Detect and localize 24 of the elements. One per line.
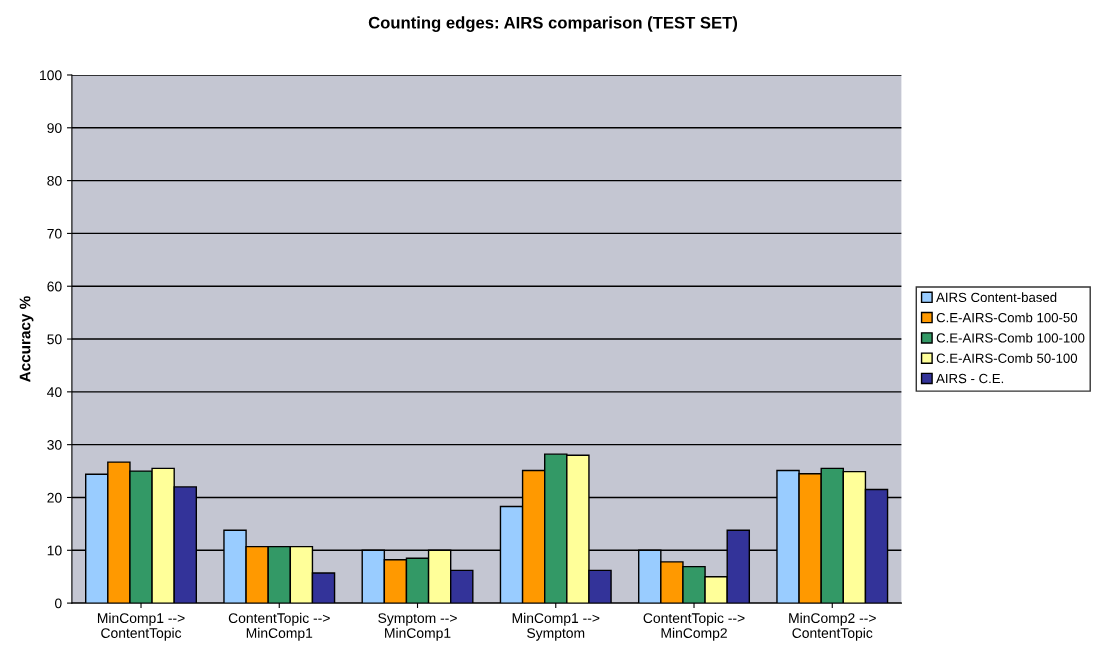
y-tick-label: 10 bbox=[47, 545, 62, 556]
x-tick-label: MinComp1 --> ContentTopic bbox=[97, 612, 185, 641]
y-tick-label: 80 bbox=[47, 175, 62, 186]
y-tick-label: 0 bbox=[54, 598, 62, 609]
x-tick-label: MinComp2 --> ContentTopic bbox=[789, 612, 876, 641]
y-tick-label: 100 bbox=[40, 70, 62, 81]
x-tick-label: MinComp1 --> Symptom bbox=[512, 612, 600, 641]
chart-title: Counting edges: AIRS comparison (TEST SET) bbox=[368, 16, 738, 32]
y-tick-label: 40 bbox=[47, 387, 62, 398]
legend-label: C.E-AIRS-Comb 100-50 bbox=[936, 312, 1078, 323]
x-tick-label: ContentTopic --> MinComp1 bbox=[228, 612, 330, 641]
legend-label: AIRS Content-based bbox=[936, 292, 1057, 303]
y-tick-label: 50 bbox=[47, 334, 62, 345]
y-tick-label: 60 bbox=[47, 281, 62, 292]
x-tick-label: Symptom --> MinComp1 bbox=[378, 613, 457, 641]
legend-label: AIRS - C.E. bbox=[936, 373, 1004, 384]
y-axis-title: Accuracy % bbox=[19, 296, 34, 382]
y-tick-label: 30 bbox=[47, 440, 62, 450]
x-tick-label: ContentTopic --> MinComp2 bbox=[643, 612, 745, 641]
y-tick-label: 20 bbox=[47, 492, 62, 503]
y-tick-label: 70 bbox=[47, 228, 62, 239]
y-tick-label: 90 bbox=[47, 123, 62, 133]
legend-label: C.E-AIRS-Comb 100-100 bbox=[936, 332, 1085, 343]
legend-label: C.E-AIRS-Comb 50-100 bbox=[936, 353, 1078, 363]
